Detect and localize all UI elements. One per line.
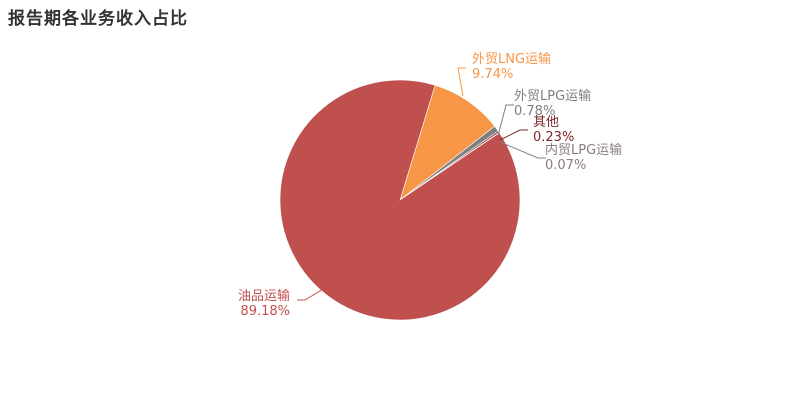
pie-slice-label: 其他 <box>533 115 559 130</box>
pie-leader-line <box>499 129 528 141</box>
pie-slice-value-label: 0.07% <box>545 158 586 173</box>
pie-slice-label: 外贸LPG运输 <box>514 88 591 104</box>
pie-leader-line <box>457 67 466 97</box>
pie-slice-label: 油品运输 <box>238 288 290 304</box>
pie-slice-value-label: 9.74% <box>472 67 513 82</box>
pie-slice <box>279 79 521 321</box>
pie-slices <box>279 79 521 321</box>
pie-slice-label: 外贸LNG运输 <box>472 51 551 67</box>
pie-slice-label: 内贸LPG运输 <box>545 142 622 158</box>
pie-leader-line <box>297 284 331 301</box>
pie-slice <box>399 84 496 201</box>
pie-leader-line <box>499 141 546 159</box>
pie-leader-line <box>497 104 514 137</box>
chart-title: 报告期各业务收入占比 <box>8 9 188 29</box>
pie-slice-value-label: 0.78% <box>514 104 555 119</box>
pie-slice-value-label: 89.18% <box>240 304 290 319</box>
pie-labels: 外贸LNG运输9.74%外贸LPG运输0.78%其他0.23%内贸LPG运输0.… <box>238 51 622 319</box>
pie-slice-value-label: 0.23% <box>533 130 574 145</box>
pie-leader-lines <box>297 67 546 301</box>
